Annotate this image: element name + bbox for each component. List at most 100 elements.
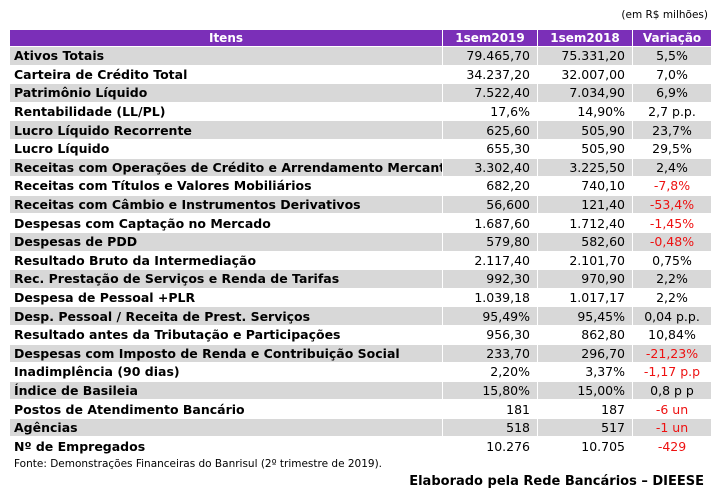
row-item-label: Nº de Empregados [9,436,443,457]
row-variation: 6,9% [632,83,712,103]
row-variation: -6 un [632,399,712,419]
row-value-2018: 3.225,50 [537,157,633,178]
financial-table: Itens 1sem2019 1sem2018 Variação Ativos … [9,29,712,457]
unit-note: (em R$ milhões) [621,9,708,21]
row-item-label: Despesa de Pessoal +PLR [9,287,443,308]
row-value-2019: 7.522,40 [442,83,538,103]
row-variation: -1,45% [632,213,712,233]
table-row: Carteira de Crédito Total 34.237,20 32.007… [9,64,712,85]
row-value-2019: 56,600 [442,194,538,215]
row-variation: 5,5% [632,46,712,66]
row-variation: -53,4% [632,194,712,215]
row-value-2018: 2.101,70 [537,250,633,271]
table-row: Resultado Bruto da Intermediação 2.117,40… [9,250,712,271]
row-variation: 0,04 p.p. [632,306,712,326]
row-item-label: Agências [9,417,443,438]
row-value-2019: 79.465,70 [442,46,538,66]
table-row: Inadimplência (90 dias) 2,20% 3,37% -1,17 p… [9,362,712,382]
table-row: Postos de Atendimento Bancário 181 187 -6 u… [9,399,712,419]
row-value-2018: 582,60 [537,231,633,252]
row-value-2018: 75.331,20 [537,46,633,66]
row-value-2018: 95,45% [537,306,633,326]
row-item-label: Lucro Líquido [9,138,443,159]
row-item-label: Receitas com Operações de Crédito e Arre… [9,157,443,178]
row-variation: -429 [632,436,712,457]
table-row: Receitas com Títulos e Valores Mobiliári… [9,176,712,196]
row-variation: 0,8 p p [632,380,712,401]
row-item-label: Desp. Pessoal / Receita de Prest. Serviç… [9,306,443,326]
row-value-2018: 970,90 [537,269,633,289]
table-header-row: Itens 1sem2019 1sem2018 Variação [9,29,712,47]
row-variation: 0,75% [632,250,712,271]
table-row: Desp. Pessoal / Receita de Prest. Serviç… [9,306,712,326]
table-row: Resultado antes da Tributação e Particip… [9,324,712,345]
row-value-2019: 625,60 [442,120,538,140]
row-item-label: Rec. Prestação de Serviços e Renda de Ta… [9,269,443,289]
row-value-2018: 7.034,90 [537,83,633,103]
row-value-2018: 3,37% [537,362,633,382]
row-item-label: Carteira de Crédito Total [9,64,443,85]
row-value-2019: 181 [442,399,538,419]
row-variation: 29,5% [632,138,712,159]
row-variation: 2,2% [632,269,712,289]
row-value-2019: 3.302,40 [442,157,538,178]
row-item-label: Despesas de PDD [9,231,443,252]
row-value-2018: 505,90 [537,120,633,140]
table-row: Ativos Totais 79.465,70 75.331,20 5,5% [9,46,712,66]
row-value-2018: 1.017,17 [537,287,633,308]
table-row: Nº de Empregados 10.276 10.705 -429 [9,436,712,457]
row-value-2019: 95,49% [442,306,538,326]
row-item-label: Índice de Basileia [9,380,443,401]
header-1sem2018: 1sem2018 [537,29,633,47]
row-value-2018: 1.712,40 [537,213,633,233]
source-note: Fonte: Demonstrações Financeiras do Banr… [14,458,383,470]
row-value-2019: 2.117,40 [442,250,538,271]
table-row: Agências 518 517 -1 un [9,417,712,438]
row-value-2019: 17,6% [442,101,538,122]
row-variation: -1,17 p.p [632,362,712,382]
row-variation: -1 un [632,417,712,438]
row-variation: -0,48% [632,231,712,252]
table-row: Despesa de Pessoal +PLR 1.039,18 1.017,17 2… [9,287,712,308]
row-variation: 7,0% [632,64,712,85]
table-row: Lucro Líquido 655,30 505,90 29,5% [9,138,712,159]
row-item-label: Despesas com Imposto de Renda e Contribu… [9,343,443,364]
header-variacao: Variação [632,29,712,47]
table-row: Despesas de PDD 579,80 582,60 -0,48% [9,231,712,252]
header-itens: Itens [9,29,443,47]
row-value-2019: 2,20% [442,362,538,382]
row-value-2019: 233,70 [442,343,538,364]
row-value-2018: 32.007,00 [537,64,633,85]
table-row: Índice de Basileia 15,80% 15,00% 0,8 p p [9,380,712,401]
row-value-2019: 1.039,18 [442,287,538,308]
row-variation: 2,4% [632,157,712,178]
row-item-label: Postos de Atendimento Bancário [9,399,443,419]
row-value-2019: 15,80% [442,380,538,401]
table-row: Rec. Prestação de Serviços e Renda de Ta… [9,269,712,289]
row-variation: 2,2% [632,287,712,308]
table-row: Despesas com Captação no Mercado 1.687,60… [9,213,712,233]
row-value-2018: 121,40 [537,194,633,215]
row-value-2019: 992,30 [442,269,538,289]
row-value-2019: 1.687,60 [442,213,538,233]
row-variation: 23,7% [632,120,712,140]
row-variation: -7,8% [632,176,712,196]
row-variation: 2,7 p.p. [632,101,712,122]
row-value-2018: 505,90 [537,138,633,159]
row-value-2018: 14,90% [537,101,633,122]
row-variation: 10,84% [632,324,712,345]
row-value-2019: 956,30 [442,324,538,345]
row-value-2018: 517 [537,417,633,438]
row-item-label: Rentabilidade (LL/PL) [9,101,443,122]
table-row: Receitas com Operações de Crédito e Arre… [9,157,712,178]
table-row: Lucro Líquido Recorrente 625,60 505,90 23,7… [9,120,712,140]
row-item-label: Receitas com Câmbio e Instrumentos Deriv… [9,194,443,215]
header-1sem2019: 1sem2019 [442,29,538,47]
table-row: Patrimônio Líquido 7.522,40 7.034,90 6,9% [9,83,712,103]
row-variation: -21,23% [632,343,712,364]
credit-note: Elaborado pela Rede Bancários – DIEESE [409,474,704,489]
row-value-2019: 655,30 [442,138,538,159]
table-body: Ativos Totais 79.465,70 75.331,20 5,5% Carte… [9,46,712,457]
row-item-label: Ativos Totais [9,46,443,66]
table-row: Despesas com Imposto de Renda e Contribu… [9,343,712,364]
